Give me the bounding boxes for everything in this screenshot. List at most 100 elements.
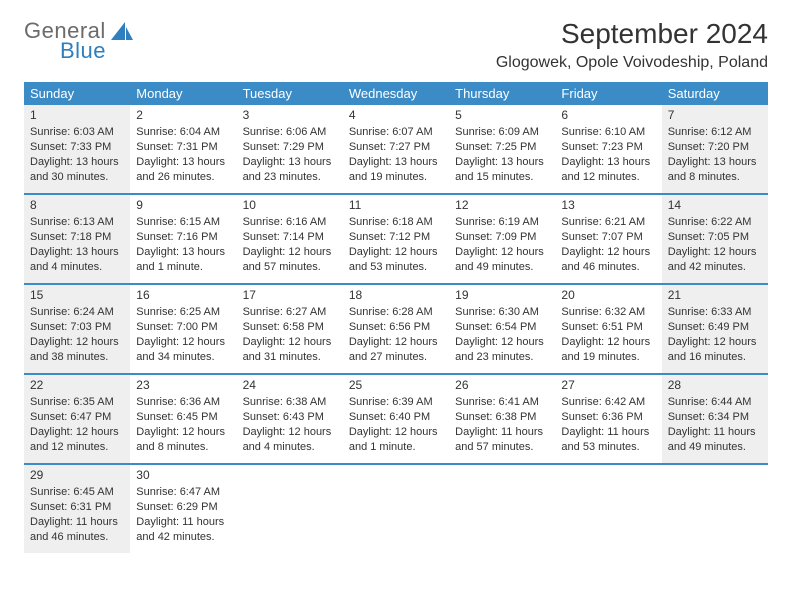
month-title: September 2024 (496, 18, 768, 50)
day-number: 3 (243, 108, 337, 122)
day-cell: 14Sunrise: 6:22 AMSunset: 7:05 PMDayligh… (662, 195, 768, 283)
day-cell: 24Sunrise: 6:38 AMSunset: 6:43 PMDayligh… (237, 375, 343, 463)
day-number: 12 (455, 198, 549, 212)
day-sunrise: Sunrise: 6:13 AM (30, 215, 124, 230)
day-day2: and 15 minutes. (455, 170, 549, 185)
day-cell: 1Sunrise: 6:03 AMSunset: 7:33 PMDaylight… (24, 105, 130, 193)
day-cell: 12 Sunrise: 6:19 AMSunset: 7:09 PMDayligh… (449, 195, 555, 283)
day-day2: and 31 minutes. (243, 350, 337, 365)
day-sunrise: Sunrise: 6:28 AM (349, 305, 443, 320)
day-cell: 20Sunrise: 6:32 AMSunset: 6:51 PMDayligh… (555, 285, 661, 373)
day-number: 21 (668, 288, 762, 302)
day-sunset: Sunset: 7:09 PM (455, 230, 549, 245)
day-day2: and 4 minutes. (243, 440, 337, 455)
day-day2: and 42 minutes. (668, 260, 762, 275)
day-sunset: Sunset: 7:05 PM (668, 230, 762, 245)
day-day2: and 12 minutes. (561, 170, 655, 185)
day-sunrise: Sunrise: 6:39 AM (349, 395, 443, 410)
weekday-header: Friday (555, 82, 661, 105)
day-number: 22 (30, 378, 124, 392)
day-number: 1 (30, 108, 124, 122)
day-sunset: Sunset: 6:29 PM (136, 500, 230, 515)
day-sunset: Sunset: 6:45 PM (136, 410, 230, 425)
day-sunset: Sunset: 7:12 PM (349, 230, 443, 245)
day-number: 20 (561, 288, 655, 302)
day-sunrise: Sunrise: 6:41 AM (455, 395, 549, 410)
weekday-header: Saturday (662, 82, 768, 105)
day-day1: Daylight: 12 hours (561, 335, 655, 350)
day-day1: Daylight: 11 hours (136, 515, 230, 530)
day-sunrise: Sunrise: 6:10 AM (561, 125, 655, 140)
day-cell (343, 465, 449, 553)
day-sunrise: Sunrise: 6:24 AM (30, 305, 124, 320)
day-day2: and 1 minute. (136, 260, 230, 275)
day-number: 15 (30, 288, 124, 302)
day-number: 30 (136, 468, 230, 482)
day-sunrise: Sunrise: 6:03 AM (30, 125, 124, 140)
day-day1: Daylight: 11 hours (30, 515, 124, 530)
day-day1: Daylight: 13 hours (30, 245, 124, 260)
day-cell: 26Sunrise: 6:41 AMSunset: 6:38 PMDayligh… (449, 375, 555, 463)
day-day1: Daylight: 13 hours (136, 155, 230, 170)
day-day1: Daylight: 12 hours (455, 245, 549, 260)
day-number: 13 (561, 198, 655, 212)
day-day1: Daylight: 12 hours (561, 245, 655, 260)
day-day2: and 16 minutes. (668, 350, 762, 365)
day-sunset: Sunset: 6:31 PM (30, 500, 124, 515)
day-day2: and 34 minutes. (136, 350, 230, 365)
day-sunset: Sunset: 6:36 PM (561, 410, 655, 425)
day-sunrise: Sunrise: 6:09 AM (455, 125, 549, 140)
day-day2: and 1 minute. (349, 440, 443, 455)
day-cell: 4Sunrise: 6:07 AMSunset: 7:27 PMDaylight… (343, 105, 449, 193)
day-number: 18 (349, 288, 443, 302)
day-day1: Daylight: 13 hours (561, 155, 655, 170)
day-sunset: Sunset: 6:38 PM (455, 410, 549, 425)
day-day1: Daylight: 12 hours (349, 335, 443, 350)
day-sunrise: Sunrise: 6:18 AM (349, 215, 443, 230)
day-sunrise: Sunrise: 6:19 AM (455, 215, 549, 230)
day-sunrise: Sunrise: 6:38 AM (243, 395, 337, 410)
day-sunrise: Sunrise: 6:42 AM (561, 395, 655, 410)
day-sunrise: Sunrise: 6:06 AM (243, 125, 337, 140)
day-sunset: Sunset: 6:58 PM (243, 320, 337, 335)
day-day2: and 23 minutes. (243, 170, 337, 185)
day-cell: 17Sunrise: 6:27 AMSunset: 6:58 PMDayligh… (237, 285, 343, 373)
day-number: 11 (349, 198, 443, 212)
week-row: 22Sunrise: 6:35 AMSunset: 6:47 PMDayligh… (24, 373, 768, 463)
day-sunset: Sunset: 7:27 PM (349, 140, 443, 155)
day-day2: and 42 minutes. (136, 530, 230, 545)
day-sunset: Sunset: 7:25 PM (455, 140, 549, 155)
day-sunset: Sunset: 7:03 PM (30, 320, 124, 335)
day-sunrise: Sunrise: 6:22 AM (668, 215, 762, 230)
day-day1: Daylight: 12 hours (30, 425, 124, 440)
day-day1: Daylight: 12 hours (349, 425, 443, 440)
day-cell: 18Sunrise: 6:28 AMSunset: 6:56 PMDayligh… (343, 285, 449, 373)
day-number: 9 (136, 198, 230, 212)
location: Glogowek, Opole Voivodeship, Poland (496, 54, 768, 72)
day-day1: Daylight: 12 hours (668, 335, 762, 350)
day-sunrise: Sunrise: 6:04 AM (136, 125, 230, 140)
day-day2: and 49 minutes. (668, 440, 762, 455)
day-number: 17 (243, 288, 337, 302)
weekday-header-row: Sunday Monday Tuesday Wednesday Thursday… (24, 82, 768, 105)
day-day1: Daylight: 12 hours (136, 425, 230, 440)
day-sunset: Sunset: 7:23 PM (561, 140, 655, 155)
day-cell: 28Sunrise: 6:44 AMSunset: 6:34 PMDayligh… (662, 375, 768, 463)
day-day1: Daylight: 12 hours (136, 335, 230, 350)
weekday-header: Sunday (24, 82, 130, 105)
day-day1: Daylight: 11 hours (455, 425, 549, 440)
day-day1: Daylight: 12 hours (349, 245, 443, 260)
day-day1: Daylight: 12 hours (30, 335, 124, 350)
day-sunrise: Sunrise: 6:44 AM (668, 395, 762, 410)
day-number: 29 (30, 468, 124, 482)
day-number: 4 (349, 108, 443, 122)
logo-text: General Blue (24, 18, 106, 64)
day-cell: 2Sunrise: 6:04 AMSunset: 7:31 PMDaylight… (130, 105, 236, 193)
day-sunset: Sunset: 7:16 PM (136, 230, 230, 245)
day-cell: 27Sunrise: 6:42 AMSunset: 6:36 PMDayligh… (555, 375, 661, 463)
day-sunrise: Sunrise: 6:35 AM (30, 395, 124, 410)
day-cell: 29Sunrise: 6:45 AMSunset: 6:31 PMDayligh… (24, 465, 130, 553)
day-day2: and 8 minutes. (668, 170, 762, 185)
weekday-header: Wednesday (343, 82, 449, 105)
week-row: 1Sunrise: 6:03 AMSunset: 7:33 PMDaylight… (24, 105, 768, 193)
